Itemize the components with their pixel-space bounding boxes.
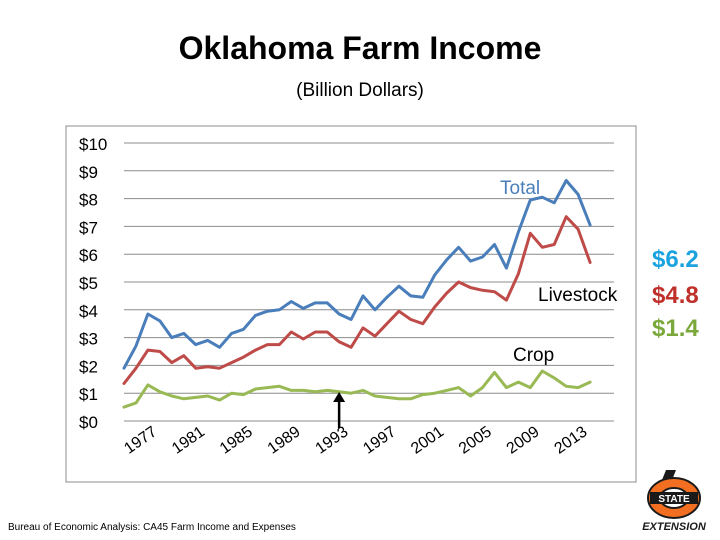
chart-title: Oklahoma Farm Income: [178, 30, 542, 66]
grid-lines: [124, 142, 614, 422]
osu-extension-logo: STATE EXTENSION: [642, 470, 707, 533]
annotation-arrow: [333, 392, 346, 428]
y-tick-label: $3: [79, 330, 98, 349]
end-value-total: $6.2: [652, 246, 699, 273]
series-line-total: [122, 179, 592, 370]
y-tick-label: $4: [79, 302, 98, 321]
end-value-livestock: $4.8: [652, 282, 699, 309]
y-tick-label: $2: [79, 357, 98, 376]
logo-text-top: STATE: [658, 494, 690, 505]
y-tick-label: $0: [79, 413, 98, 432]
end-value-crop: $1.4: [652, 315, 699, 342]
y-tick-label: $10: [79, 135, 107, 154]
series-label-total: Total: [500, 178, 540, 199]
chart-subtitle: (Billion Dollars): [296, 80, 424, 101]
series-lines: [122, 179, 592, 409]
series-label-livestock: Livestock: [538, 285, 618, 306]
series-label-crop: Crop: [513, 345, 554, 366]
source-note: Bureau of Economic Analysis: CA45 Farm I…: [8, 522, 296, 533]
y-tick-label: $9: [79, 163, 98, 182]
y-tick-label: $7: [79, 218, 98, 237]
y-tick-label: $1: [79, 385, 98, 404]
y-tick-label: $5: [79, 274, 98, 293]
logo-text-bottom: EXTENSION: [642, 521, 707, 533]
y-tick-label: $8: [79, 191, 98, 210]
series-line-livestock: [122, 215, 592, 385]
plot-frame: [65, 125, 637, 483]
series-line-crop: [122, 369, 592, 409]
y-axis-ticks: $0 $1 $2 $3 $4 $5 $6 $7 $8 $9 $10: [79, 135, 107, 432]
y-tick-label: $6: [79, 246, 98, 265]
